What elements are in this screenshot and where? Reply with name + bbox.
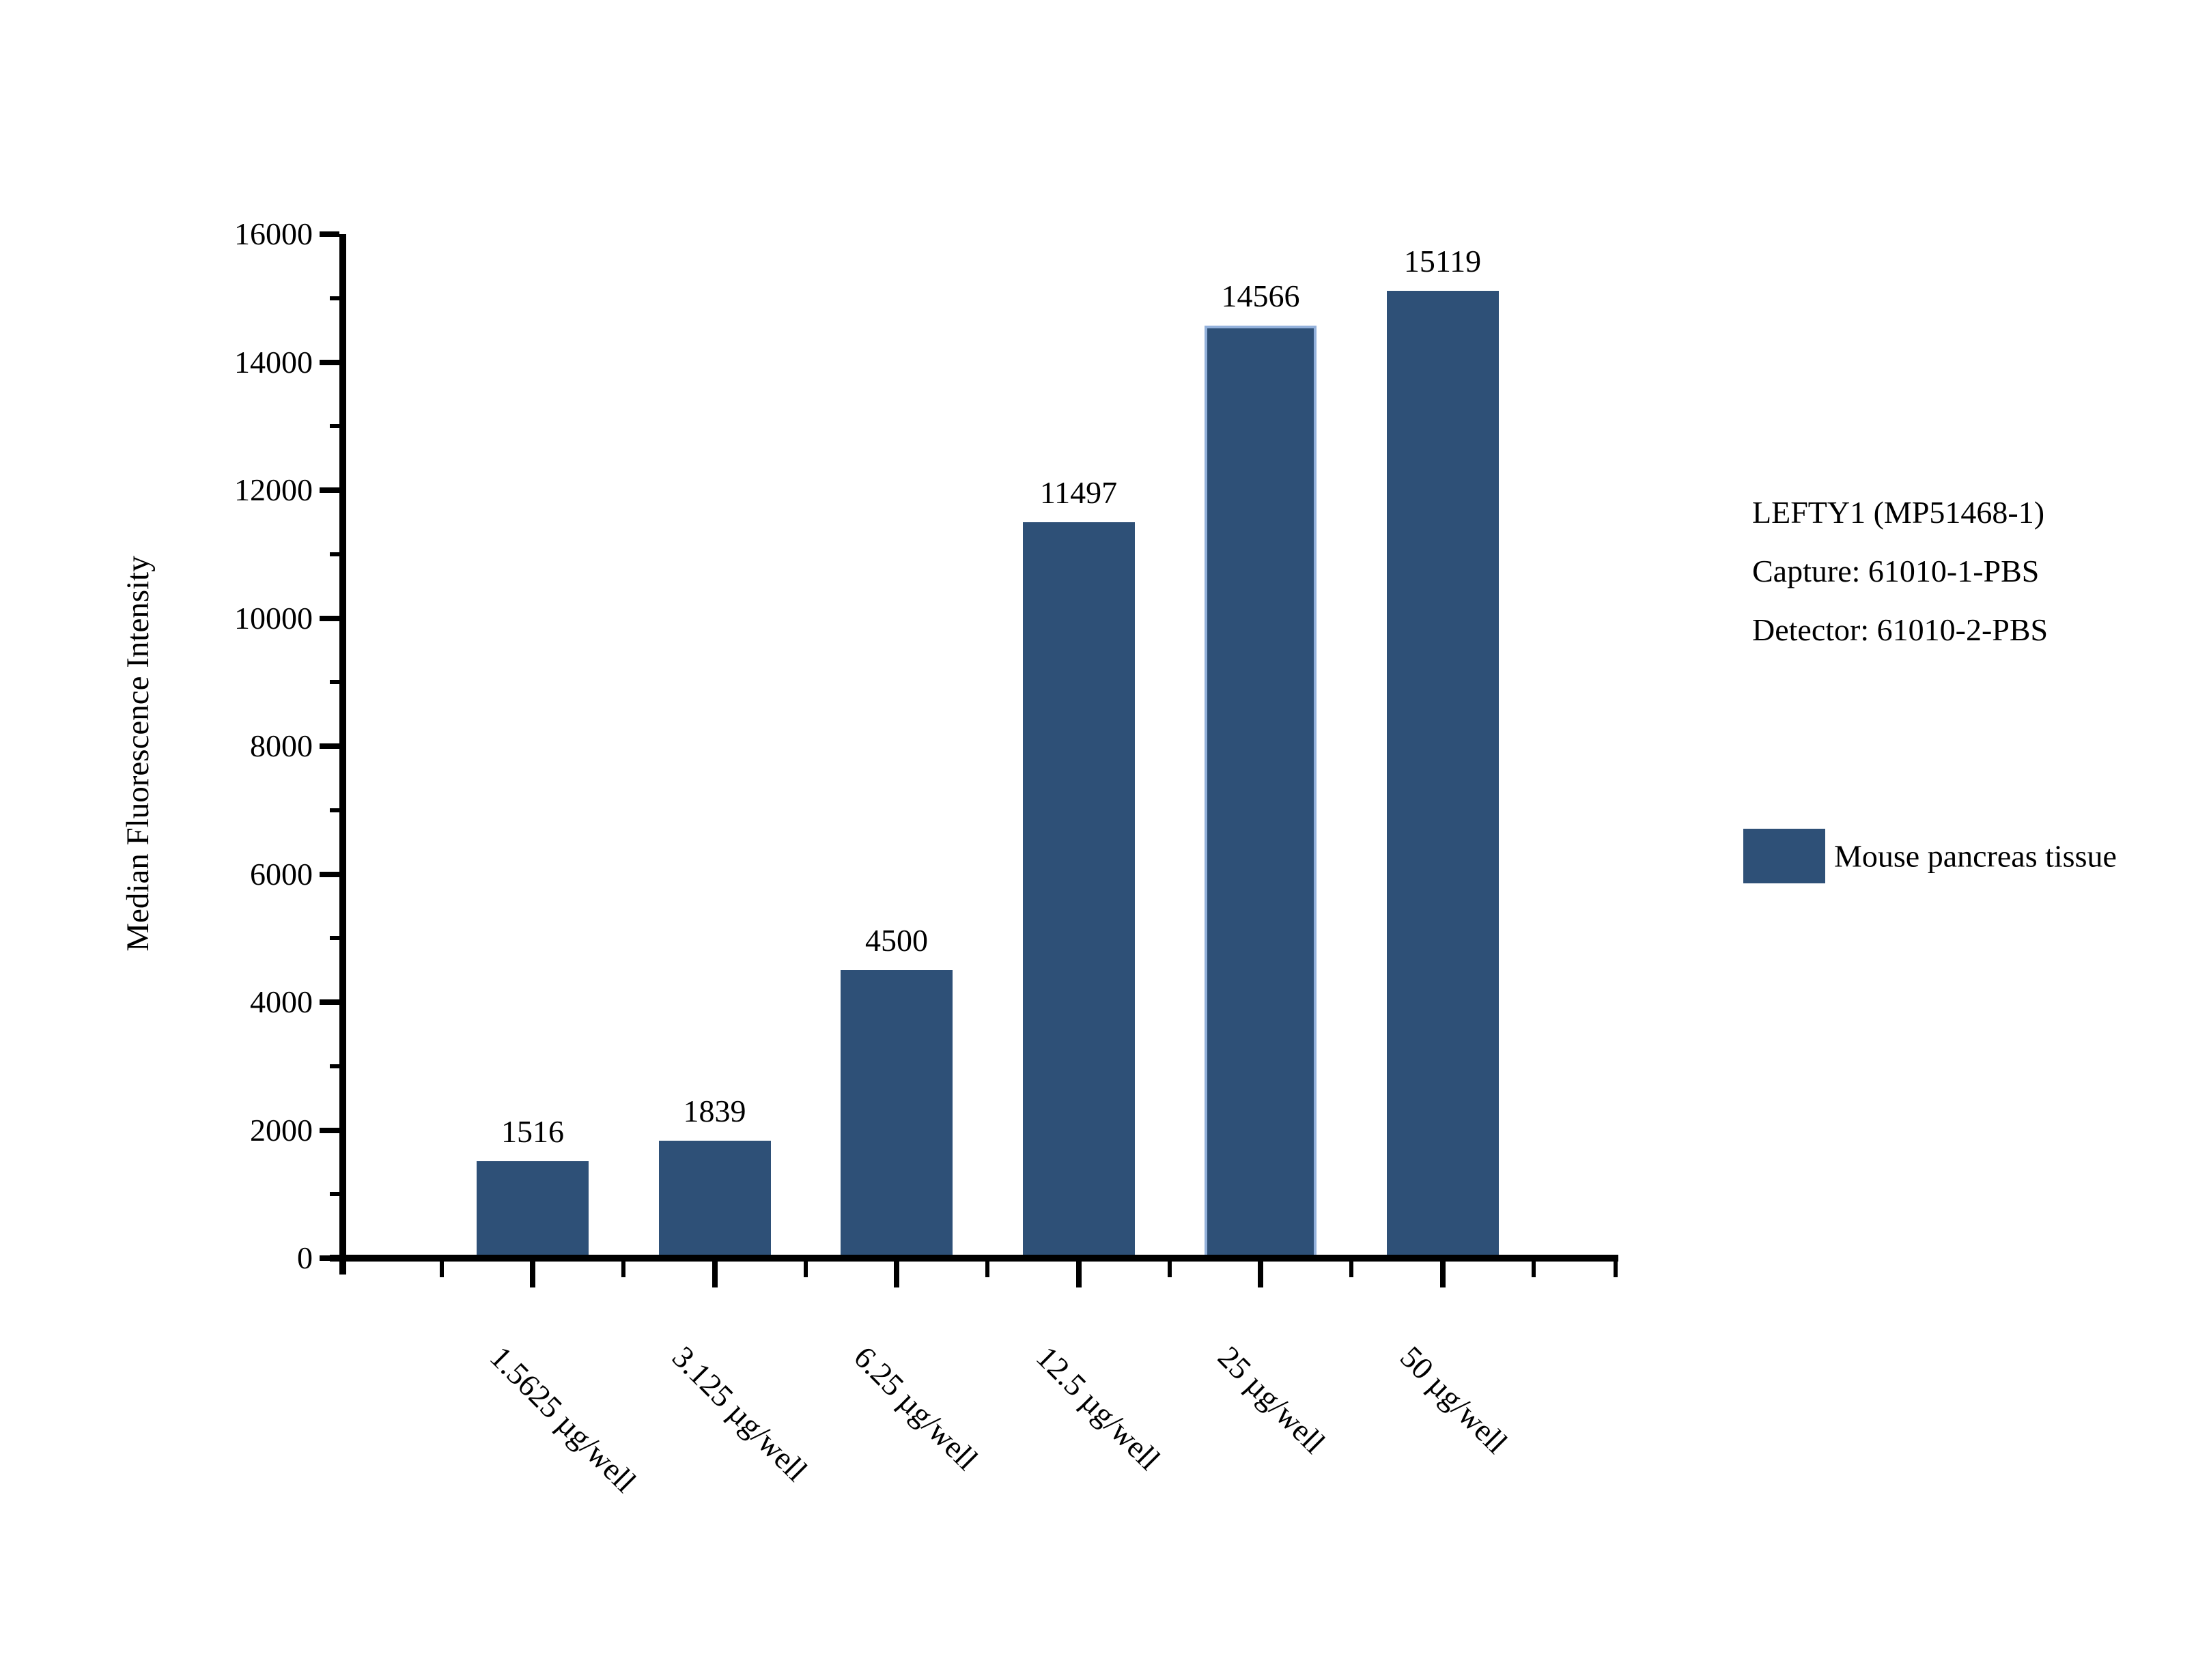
bar bbox=[1022, 522, 1135, 1258]
y-major-tick bbox=[320, 615, 339, 621]
x-category-label: 6.25 µg/well bbox=[847, 1339, 985, 1477]
x-minor-tick bbox=[1531, 1262, 1536, 1277]
bar-value-label: 15119 bbox=[1403, 244, 1482, 279]
y-major-tick bbox=[320, 359, 339, 365]
x-category-label: 50 µg/well bbox=[1393, 1339, 1515, 1460]
y-tick-label: 2000 bbox=[250, 1112, 313, 1148]
bar-value-label: 14566 bbox=[1221, 279, 1300, 313]
y-tick-label: 12000 bbox=[234, 472, 313, 507]
x-category-label: 1.5625 µg/well bbox=[483, 1339, 643, 1499]
x-major-tick bbox=[1258, 1262, 1263, 1287]
y-major-tick bbox=[320, 1255, 339, 1261]
y-minor-tick bbox=[330, 936, 339, 941]
y-tick-label: 14000 bbox=[234, 344, 313, 380]
y-major-tick bbox=[320, 487, 339, 493]
y-minor-tick bbox=[330, 296, 339, 300]
x-major-tick bbox=[530, 1262, 535, 1287]
y-major-tick bbox=[320, 871, 339, 877]
bar-value-label: 1839 bbox=[683, 1094, 746, 1128]
y-major-tick bbox=[320, 1127, 339, 1133]
bar-value-label: 11497 bbox=[1039, 475, 1118, 510]
x-major-tick bbox=[712, 1262, 718, 1287]
y-minor-tick bbox=[330, 552, 339, 556]
bar bbox=[841, 970, 953, 1258]
annotation-line-1: LEFTY1 (MP51468-1) bbox=[1752, 495, 2045, 530]
x-major-tick bbox=[1075, 1262, 1082, 1287]
x-minor-tick bbox=[1349, 1262, 1354, 1277]
legend-label: Mouse pancreas tissue bbox=[1834, 838, 2117, 874]
y-tick-label: 16000 bbox=[234, 216, 313, 251]
y-tick-label: 10000 bbox=[234, 600, 313, 636]
x-category-label: 25 µg/well bbox=[1211, 1339, 1332, 1460]
x-category-label: 3.125 µg/well bbox=[665, 1339, 814, 1488]
bar-value-label: 1516 bbox=[501, 1114, 564, 1149]
y-major-tick bbox=[320, 743, 339, 749]
y-major-tick bbox=[320, 999, 339, 1005]
x-minor-tick bbox=[985, 1262, 990, 1277]
y-minor-tick bbox=[330, 424, 339, 429]
legend-swatch bbox=[1743, 829, 1825, 883]
y-axis-line bbox=[339, 234, 346, 1275]
bar-value-label: 4500 bbox=[865, 923, 928, 958]
y-tick-label: 6000 bbox=[250, 856, 313, 892]
x-major-tick bbox=[894, 1262, 899, 1287]
y-minor-tick bbox=[330, 1064, 339, 1068]
y-tick-label: 8000 bbox=[250, 728, 313, 763]
y-minor-tick bbox=[330, 680, 339, 685]
bar bbox=[477, 1161, 589, 1258]
bar bbox=[1386, 291, 1499, 1258]
y-major-tick bbox=[320, 231, 339, 237]
x-minor-tick bbox=[1167, 1262, 1172, 1277]
y-tick-label: 0 bbox=[297, 1240, 313, 1275]
x-minor-tick bbox=[439, 1262, 444, 1277]
x-category-label: 12.5 µg/well bbox=[1029, 1339, 1167, 1477]
bar-highlighted bbox=[1205, 326, 1317, 1258]
bar bbox=[658, 1141, 771, 1258]
x-minor-tick bbox=[621, 1262, 626, 1277]
y-tick-label: 4000 bbox=[250, 984, 313, 1019]
annotation-line-3: Detector: 61010-2-PBS bbox=[1752, 612, 2049, 647]
annotation-line-2: Capture: 61010-1-PBS bbox=[1752, 554, 2040, 588]
y-minor-tick bbox=[330, 808, 339, 812]
x-minor-tick bbox=[803, 1262, 808, 1277]
x-axis-end-tick bbox=[1614, 1262, 1618, 1277]
annotation-block: LEFTY1 (MP51468-1) Capture: 61010-1-PBS … bbox=[1752, 483, 2048, 659]
x-major-tick bbox=[1439, 1262, 1446, 1287]
x-axis-line bbox=[330, 1255, 1618, 1262]
y-minor-tick bbox=[330, 1192, 339, 1197]
